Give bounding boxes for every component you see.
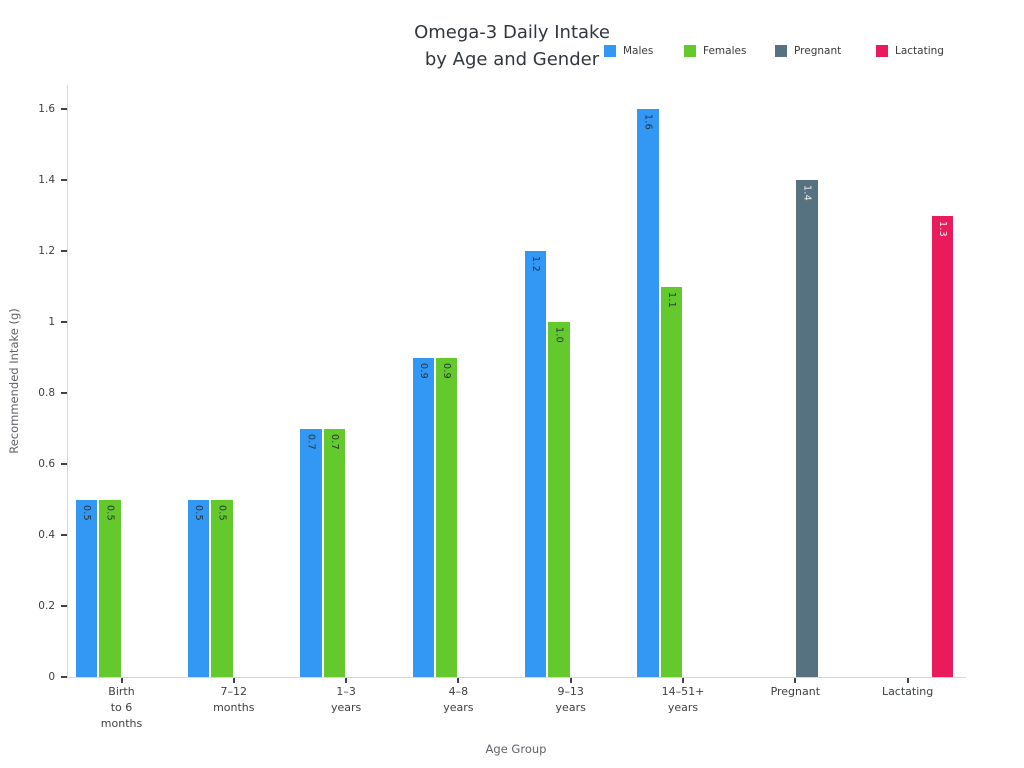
x-tick-label-line: 4–8 <box>448 685 469 698</box>
y-tick-mark <box>61 108 67 110</box>
x-tick-mark <box>682 678 684 683</box>
x-tick-mark <box>120 678 123 683</box>
bar-males-5: 1.6 <box>637 109 659 677</box>
x-tick-label-line: 14–51+ <box>661 685 705 698</box>
x-tick-label-line: years <box>667 701 699 714</box>
x-tick-label: 9–13 years <box>521 684 621 716</box>
x-axis-line <box>67 677 966 678</box>
y-tick-mark <box>61 179 67 181</box>
bar-value-label: 1.1 <box>665 291 677 308</box>
legend-label: Females <box>703 45 747 57</box>
y-tick-mark <box>61 605 67 607</box>
x-tick-mark <box>906 678 909 683</box>
y-tick-label: 1.6 <box>38 103 55 115</box>
chart-title: Omega-3 Daily Intake by Age and Gender <box>0 19 1024 73</box>
y-tick-mark <box>61 534 67 536</box>
legend-label: Males <box>623 45 654 57</box>
chart-title-line-2: by Age and Gender <box>424 49 600 70</box>
legend-swatch-females <box>684 45 696 57</box>
x-tick-label-line: months <box>100 717 143 730</box>
y-tick-label: 1 <box>48 316 55 328</box>
x-tick-mark <box>232 678 235 683</box>
bar-lactating-7: 1.3 <box>931 215 954 677</box>
bar-females-5: 1.1 <box>660 286 683 677</box>
y-tick-label: 1.4 <box>38 174 55 186</box>
bar-value-label: 1.4 <box>801 185 813 202</box>
x-tick-mark <box>457 678 460 683</box>
y-tick-label: 0.4 <box>38 529 55 541</box>
legend-swatch-pregnant <box>775 45 787 57</box>
x-tick-label-line: to 6 <box>110 701 133 714</box>
y-tick-mark <box>61 392 67 394</box>
x-tick-label-line: years <box>443 701 474 714</box>
x-tick-label: 4–8 years <box>408 684 508 716</box>
legend-item-lactating: Lactating <box>876 45 944 57</box>
bar-pregnant-6: 1.4 <box>796 180 818 677</box>
y-axis-line <box>67 85 68 677</box>
bar-males-4: 1.2 <box>524 251 547 677</box>
legend: Males Females Pregnant Lactating <box>0 45 1024 61</box>
x-tick-mark <box>794 678 797 683</box>
bar-value-label: 1.6 <box>642 114 654 131</box>
legend-label: Lactating <box>895 45 944 57</box>
x-tick-mark <box>569 678 572 683</box>
x-tick-label: 7–12 months <box>184 684 284 716</box>
x-tick-label-line: 7–12 <box>220 685 248 698</box>
y-tick-label: 0.8 <box>38 387 55 399</box>
y-tick-mark <box>61 463 67 465</box>
bar-value-label: 0.7 <box>305 433 317 450</box>
legend-swatch-lactating <box>876 45 888 57</box>
x-tick-label-line: Pregnant <box>770 685 821 698</box>
y-tick-label: 0 <box>48 671 55 683</box>
bar-value-label: 0.5 <box>104 504 116 521</box>
x-tick-label-line: years <box>555 701 586 714</box>
x-tick-label-line: Lactating <box>881 685 934 698</box>
bar-females-3: 0.9 <box>435 357 458 677</box>
bar-females-0: 0.5 <box>99 499 121 677</box>
bar-value-label: 1.2 <box>530 256 542 273</box>
x-axis-title: Age Group <box>485 742 547 756</box>
x-tick-label: Lactating <box>858 684 958 700</box>
x-tick-label: Birth to 6 months <box>72 684 172 732</box>
y-tick-mark <box>61 321 67 323</box>
bar-value-label: 0.5 <box>80 504 92 521</box>
bar-value-label: 1.3 <box>937 220 949 237</box>
bar-females-2: 0.7 <box>323 428 346 677</box>
x-tick-label-line: years <box>330 701 362 714</box>
legend-item-females: Females <box>684 45 746 57</box>
x-tick-label-line: 1–3 <box>336 685 356 698</box>
y-tick-label: 0.2 <box>38 600 55 612</box>
y-tick-mark <box>61 250 67 252</box>
x-tick-label-line: 9–13 <box>557 685 584 698</box>
x-tick-label-line: months <box>213 701 255 714</box>
x-tick-label: 1–3 years <box>296 684 396 716</box>
bar-value-label: 0.5 <box>193 504 205 521</box>
y-tick-mark <box>61 676 67 678</box>
y-tick-label: 0.6 <box>38 458 55 470</box>
x-tick-mark <box>345 678 348 683</box>
chart-title-line-1: Omega-3 Daily Intake <box>414 22 610 43</box>
x-tick-label: 14–51+ years <box>633 684 733 716</box>
y-axis-title: Recommended Intake (g) <box>7 308 21 454</box>
bar-males-3: 0.9 <box>412 357 435 677</box>
legend-label: Pregnant <box>794 45 842 57</box>
x-tick-label: Pregnant <box>745 684 845 700</box>
bar-value-label: 1.0 <box>553 327 565 344</box>
legend-swatch-males <box>604 45 616 57</box>
bar-value-label: 0.5 <box>216 504 228 521</box>
x-tick-label-line: Birth <box>108 685 135 698</box>
bar-females-4: 1.0 <box>548 322 570 677</box>
bar-males-2: 0.7 <box>300 428 322 677</box>
legend-item-pregnant: Pregnant <box>775 45 841 57</box>
bar-males-0: 0.5 <box>75 499 98 677</box>
bar-females-1: 0.5 <box>211 499 233 677</box>
legend-item-males: Males <box>604 45 653 57</box>
bar-value-label: 0.9 <box>417 362 429 379</box>
bar-value-label: 0.9 <box>441 362 453 379</box>
bar-males-1: 0.5 <box>187 499 210 677</box>
bar-value-label: 0.7 <box>328 433 340 450</box>
y-tick-label: 1.2 <box>38 245 55 257</box>
